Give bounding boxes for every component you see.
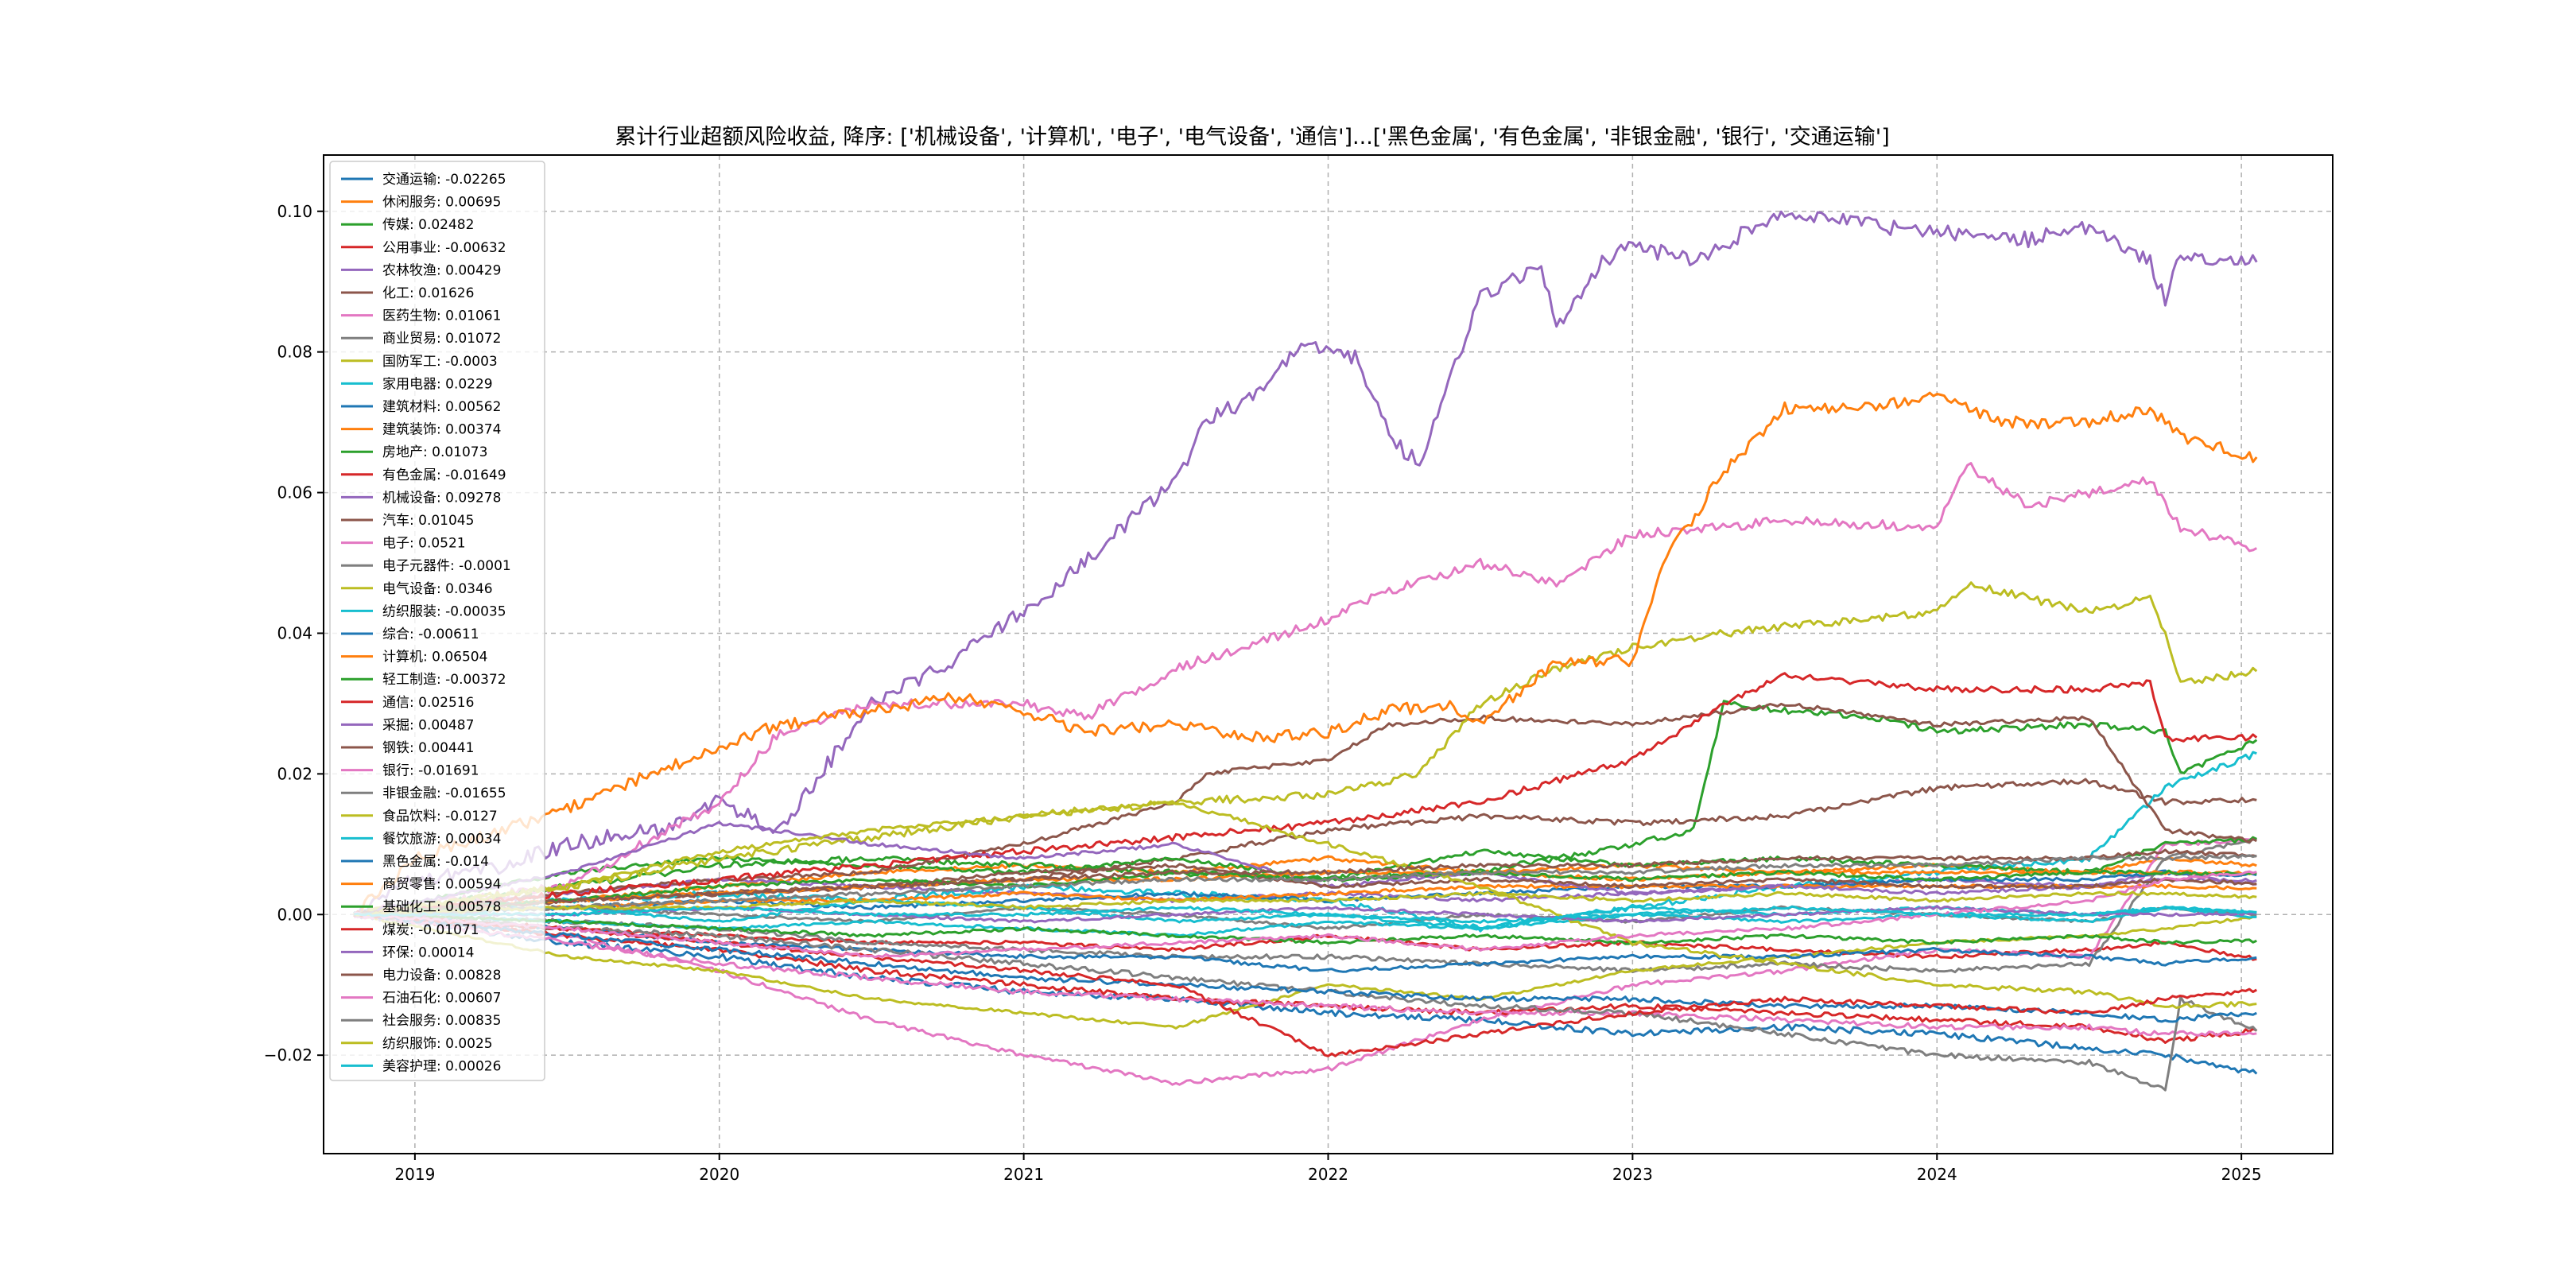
legend-entry: 农林牧渔: 0.00429 bbox=[382, 262, 501, 278]
series-line-通信 bbox=[353, 672, 2258, 918]
legend-entry: 银行: -0.01691 bbox=[382, 763, 479, 779]
legend-entry: 非银金融: -0.01655 bbox=[382, 786, 506, 801]
y-tick-label: 0.08 bbox=[277, 343, 312, 362]
x-tick-label: 2022 bbox=[1308, 1165, 1348, 1184]
series-line-汽车 bbox=[353, 702, 2257, 916]
legend-entry: 国防军工: -0.0003 bbox=[382, 354, 498, 370]
x-tick-label: 2024 bbox=[1917, 1165, 1957, 1184]
legend-entry: 计算机: 0.06504 bbox=[382, 650, 487, 665]
legend-entry: 商贸零售: 0.00594 bbox=[382, 877, 501, 893]
legend-entry: 纺织服装: -0.00035 bbox=[382, 603, 506, 619]
y-tick-label: 0.10 bbox=[277, 202, 312, 221]
legend-entry: 建筑材料: 0.00562 bbox=[382, 399, 501, 415]
legend-entry: 轻工制造: -0.00372 bbox=[382, 672, 506, 688]
legend-entry: 综合: -0.00611 bbox=[382, 627, 479, 642]
series-line-电子 bbox=[353, 462, 2258, 918]
legend-entry: 商业贸易: 0.01072 bbox=[382, 331, 501, 347]
legend-entry: 机械设备: 0.09278 bbox=[382, 490, 501, 506]
legend-entry: 采掘: 0.00487 bbox=[382, 717, 474, 733]
y-tick-label: 0.06 bbox=[277, 483, 312, 502]
series-line-公用事业 bbox=[354, 912, 2257, 961]
legend-entry: 美容护理: 0.00026 bbox=[382, 1058, 501, 1074]
legend-entry: 基础化工: 0.00578 bbox=[382, 899, 501, 915]
legend-entry: 房地产: 0.01073 bbox=[382, 444, 487, 460]
legend-entry: 纺织服饰: 0.0025 bbox=[382, 1036, 493, 1052]
series-line-轻工制造 bbox=[354, 913, 2257, 945]
y-tick-label: 0.00 bbox=[277, 905, 312, 924]
legend-entry: 电子: 0.0521 bbox=[382, 536, 466, 552]
legend-entry: 电力设备: 0.00828 bbox=[382, 968, 501, 983]
series-lines bbox=[353, 210, 2258, 1092]
legend-entry: 石油石化: 0.00607 bbox=[382, 991, 501, 1007]
legend-entry: 建筑装饰: 0.00374 bbox=[382, 422, 501, 438]
series-line-电气设备 bbox=[353, 581, 2258, 918]
legend-entry: 食品饮料: -0.0127 bbox=[382, 809, 498, 824]
legend-entry: 餐饮旅游: 0.00034 bbox=[382, 831, 501, 847]
legend-entry: 休闲服务: 0.00695 bbox=[382, 195, 501, 211]
series-line-食品饮料 bbox=[354, 800, 2257, 1009]
legend-entry: 电气设备: 0.0346 bbox=[382, 581, 493, 597]
x-tick-label: 2019 bbox=[394, 1165, 435, 1184]
series-line-银行 bbox=[354, 914, 2257, 1037]
legend-entry: 化工: 0.01626 bbox=[382, 285, 474, 301]
series-line-交通运输 bbox=[353, 910, 2258, 1075]
series-line-非银金融 bbox=[353, 911, 2258, 1092]
legend-entry: 社会服务: 0.00835 bbox=[382, 1013, 501, 1029]
x-tick-label: 2021 bbox=[1003, 1165, 1044, 1184]
legend-entry: 汽车: 0.01045 bbox=[382, 513, 474, 529]
legend-entry: 环保: 0.00014 bbox=[382, 945, 474, 960]
series-line-纺织服饰 bbox=[353, 890, 2257, 917]
axis-ticks: 2019 2020 2021 2022 2023 2024 2025 −0.02 0.00 0.0… bbox=[264, 202, 2262, 1184]
legend-entry: 通信: 0.02516 bbox=[382, 695, 474, 711]
y-tick-label: 0.02 bbox=[277, 764, 312, 783]
y-tick-label: −0.02 bbox=[264, 1046, 312, 1065]
legend-entry: 传媒: 0.02482 bbox=[382, 217, 474, 233]
y-tick-label: 0.04 bbox=[277, 623, 312, 642]
legend-entry: 电子元器件: -0.0001 bbox=[382, 558, 511, 574]
legend-box bbox=[329, 161, 545, 1081]
series-line-美容护理 bbox=[354, 905, 2257, 924]
x-tick-label: 2023 bbox=[1612, 1165, 1653, 1184]
legend-entry: 家用电器: 0.0229 bbox=[382, 376, 493, 392]
legend-entry: 有色金属: -0.01649 bbox=[382, 467, 506, 483]
series-line-环保 bbox=[353, 905, 2257, 924]
legend-entry: 交通运输: -0.02265 bbox=[382, 172, 506, 188]
x-tick-label: 2025 bbox=[2221, 1165, 2262, 1184]
x-tick-label: 2020 bbox=[699, 1165, 739, 1184]
series-line-电力设备 bbox=[353, 848, 2257, 915]
legend-entry: 黑色金属: -0.014 bbox=[382, 854, 489, 870]
legend: 交通运输: -0.02265 休闲服务: 0.00695 传媒: 0.02482 公用… bbox=[329, 161, 545, 1081]
series-line-计算机 bbox=[353, 391, 2258, 918]
series-line-黑色金属 bbox=[353, 912, 2257, 1023]
legend-entry: 煤炭: -0.01071 bbox=[382, 922, 479, 938]
legend-entry: 公用事业: -0.00632 bbox=[382, 240, 506, 256]
chart-title: 累计行业超额风险收益, 降序: ['机械设备', '计算机', '电子', '电… bbox=[615, 125, 1890, 149]
legend-entry: 钢铁: 0.00441 bbox=[382, 740, 474, 756]
legend-entry: 医药生物: 0.01061 bbox=[382, 308, 501, 324]
series-line-社会服务 bbox=[353, 853, 2257, 917]
